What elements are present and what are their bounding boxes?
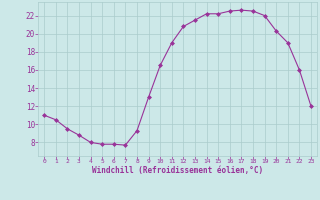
X-axis label: Windchill (Refroidissement éolien,°C): Windchill (Refroidissement éolien,°C) [92, 166, 263, 175]
